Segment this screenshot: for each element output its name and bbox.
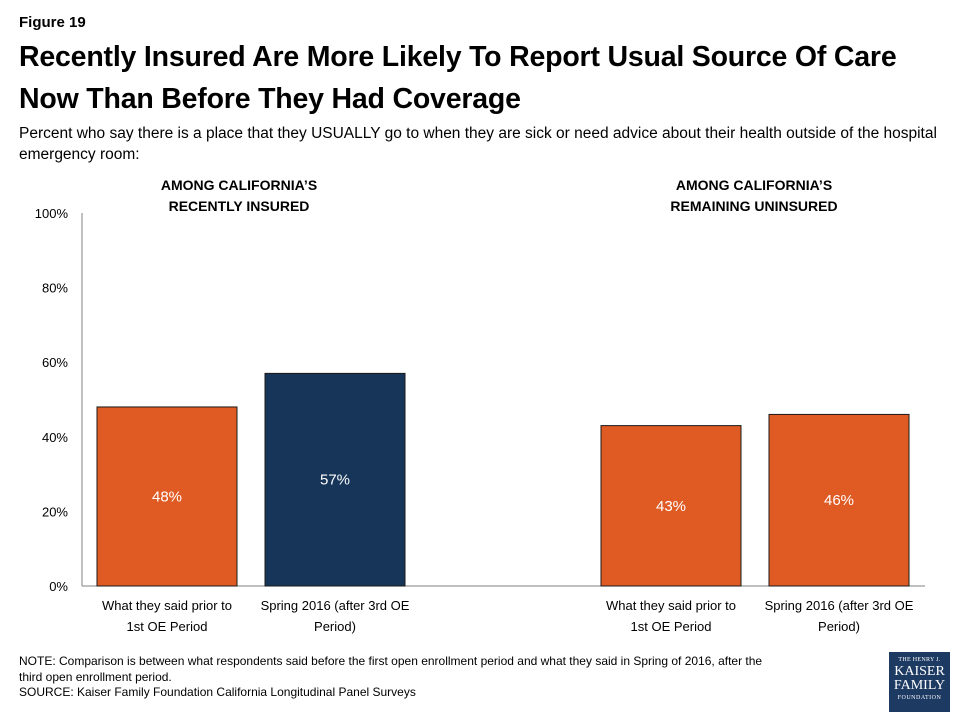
logo-text: FOUNDATION bbox=[897, 695, 942, 701]
chart-subtitle: Percent who say there is a place that th… bbox=[19, 125, 937, 163]
x-tick-label: 1st OE Period bbox=[631, 619, 712, 634]
panel-title-line: RECENTLY INSURED bbox=[168, 198, 310, 214]
chart-title: Recently Insured Are More Likely To Repo… bbox=[19, 41, 897, 115]
bar bbox=[264, 372, 406, 587]
kff-logo: THE HENRY J. KAISER FAMILY FOUNDATION bbox=[889, 652, 950, 712]
panel-title-line: AMONG CALIFORNIA’S bbox=[675, 177, 833, 193]
x-tick-label: 1st OE Period bbox=[127, 619, 208, 634]
x-tick-label: Period) bbox=[314, 619, 356, 634]
logo-text: FAMILY bbox=[893, 678, 946, 693]
bar-value-label: 43% bbox=[656, 498, 686, 515]
note-text: NOTE: Comparison is between what respond… bbox=[19, 654, 763, 668]
x-tick-label: What they said prior to bbox=[102, 598, 232, 613]
y-tick-label: 0% bbox=[49, 579, 68, 594]
bar bbox=[600, 425, 742, 587]
bar bbox=[96, 406, 238, 587]
chart-note: NOTE: Comparison is between what respond… bbox=[19, 654, 869, 701]
panel-title-line: AMONG CALIFORNIA’S bbox=[160, 177, 318, 193]
x-tick-label: Period) bbox=[818, 619, 860, 634]
y-tick-label: 60% bbox=[42, 355, 68, 370]
bar-value-label: 46% bbox=[824, 492, 854, 509]
bar-value-label: 48% bbox=[152, 488, 182, 505]
panel-title-recently-insured: AMONG CALIFORNIA’S RECENTLY INSURED bbox=[109, 175, 369, 217]
x-tick-label: Spring 2016 (after 3rd OE bbox=[765, 598, 914, 613]
y-tick-label: 100% bbox=[35, 206, 69, 221]
y-tick-label: 20% bbox=[42, 504, 68, 519]
source-text: SOURCE: Kaiser Family Foundation Califor… bbox=[19, 685, 416, 699]
figure-label: Figure 19 bbox=[19, 14, 86, 31]
logo-text: KAISER bbox=[894, 664, 945, 679]
x-tick-label: What they said prior to bbox=[606, 598, 736, 613]
panel-title-line: REMAINING UNINSURED bbox=[670, 198, 838, 214]
y-tick-label: 40% bbox=[42, 430, 68, 445]
bar-value-label: 57% bbox=[320, 472, 350, 489]
bar bbox=[768, 413, 910, 587]
y-tick-label: 80% bbox=[42, 281, 68, 296]
logo-text: THE HENRY J. bbox=[898, 657, 941, 663]
note-text: third open enrollment period. bbox=[19, 669, 172, 684]
x-tick-label: Spring 2016 (after 3rd OE bbox=[261, 598, 410, 613]
panel-title-remaining-uninsured: AMONG CALIFORNIA’S REMAINING UNINSURED bbox=[624, 175, 884, 217]
